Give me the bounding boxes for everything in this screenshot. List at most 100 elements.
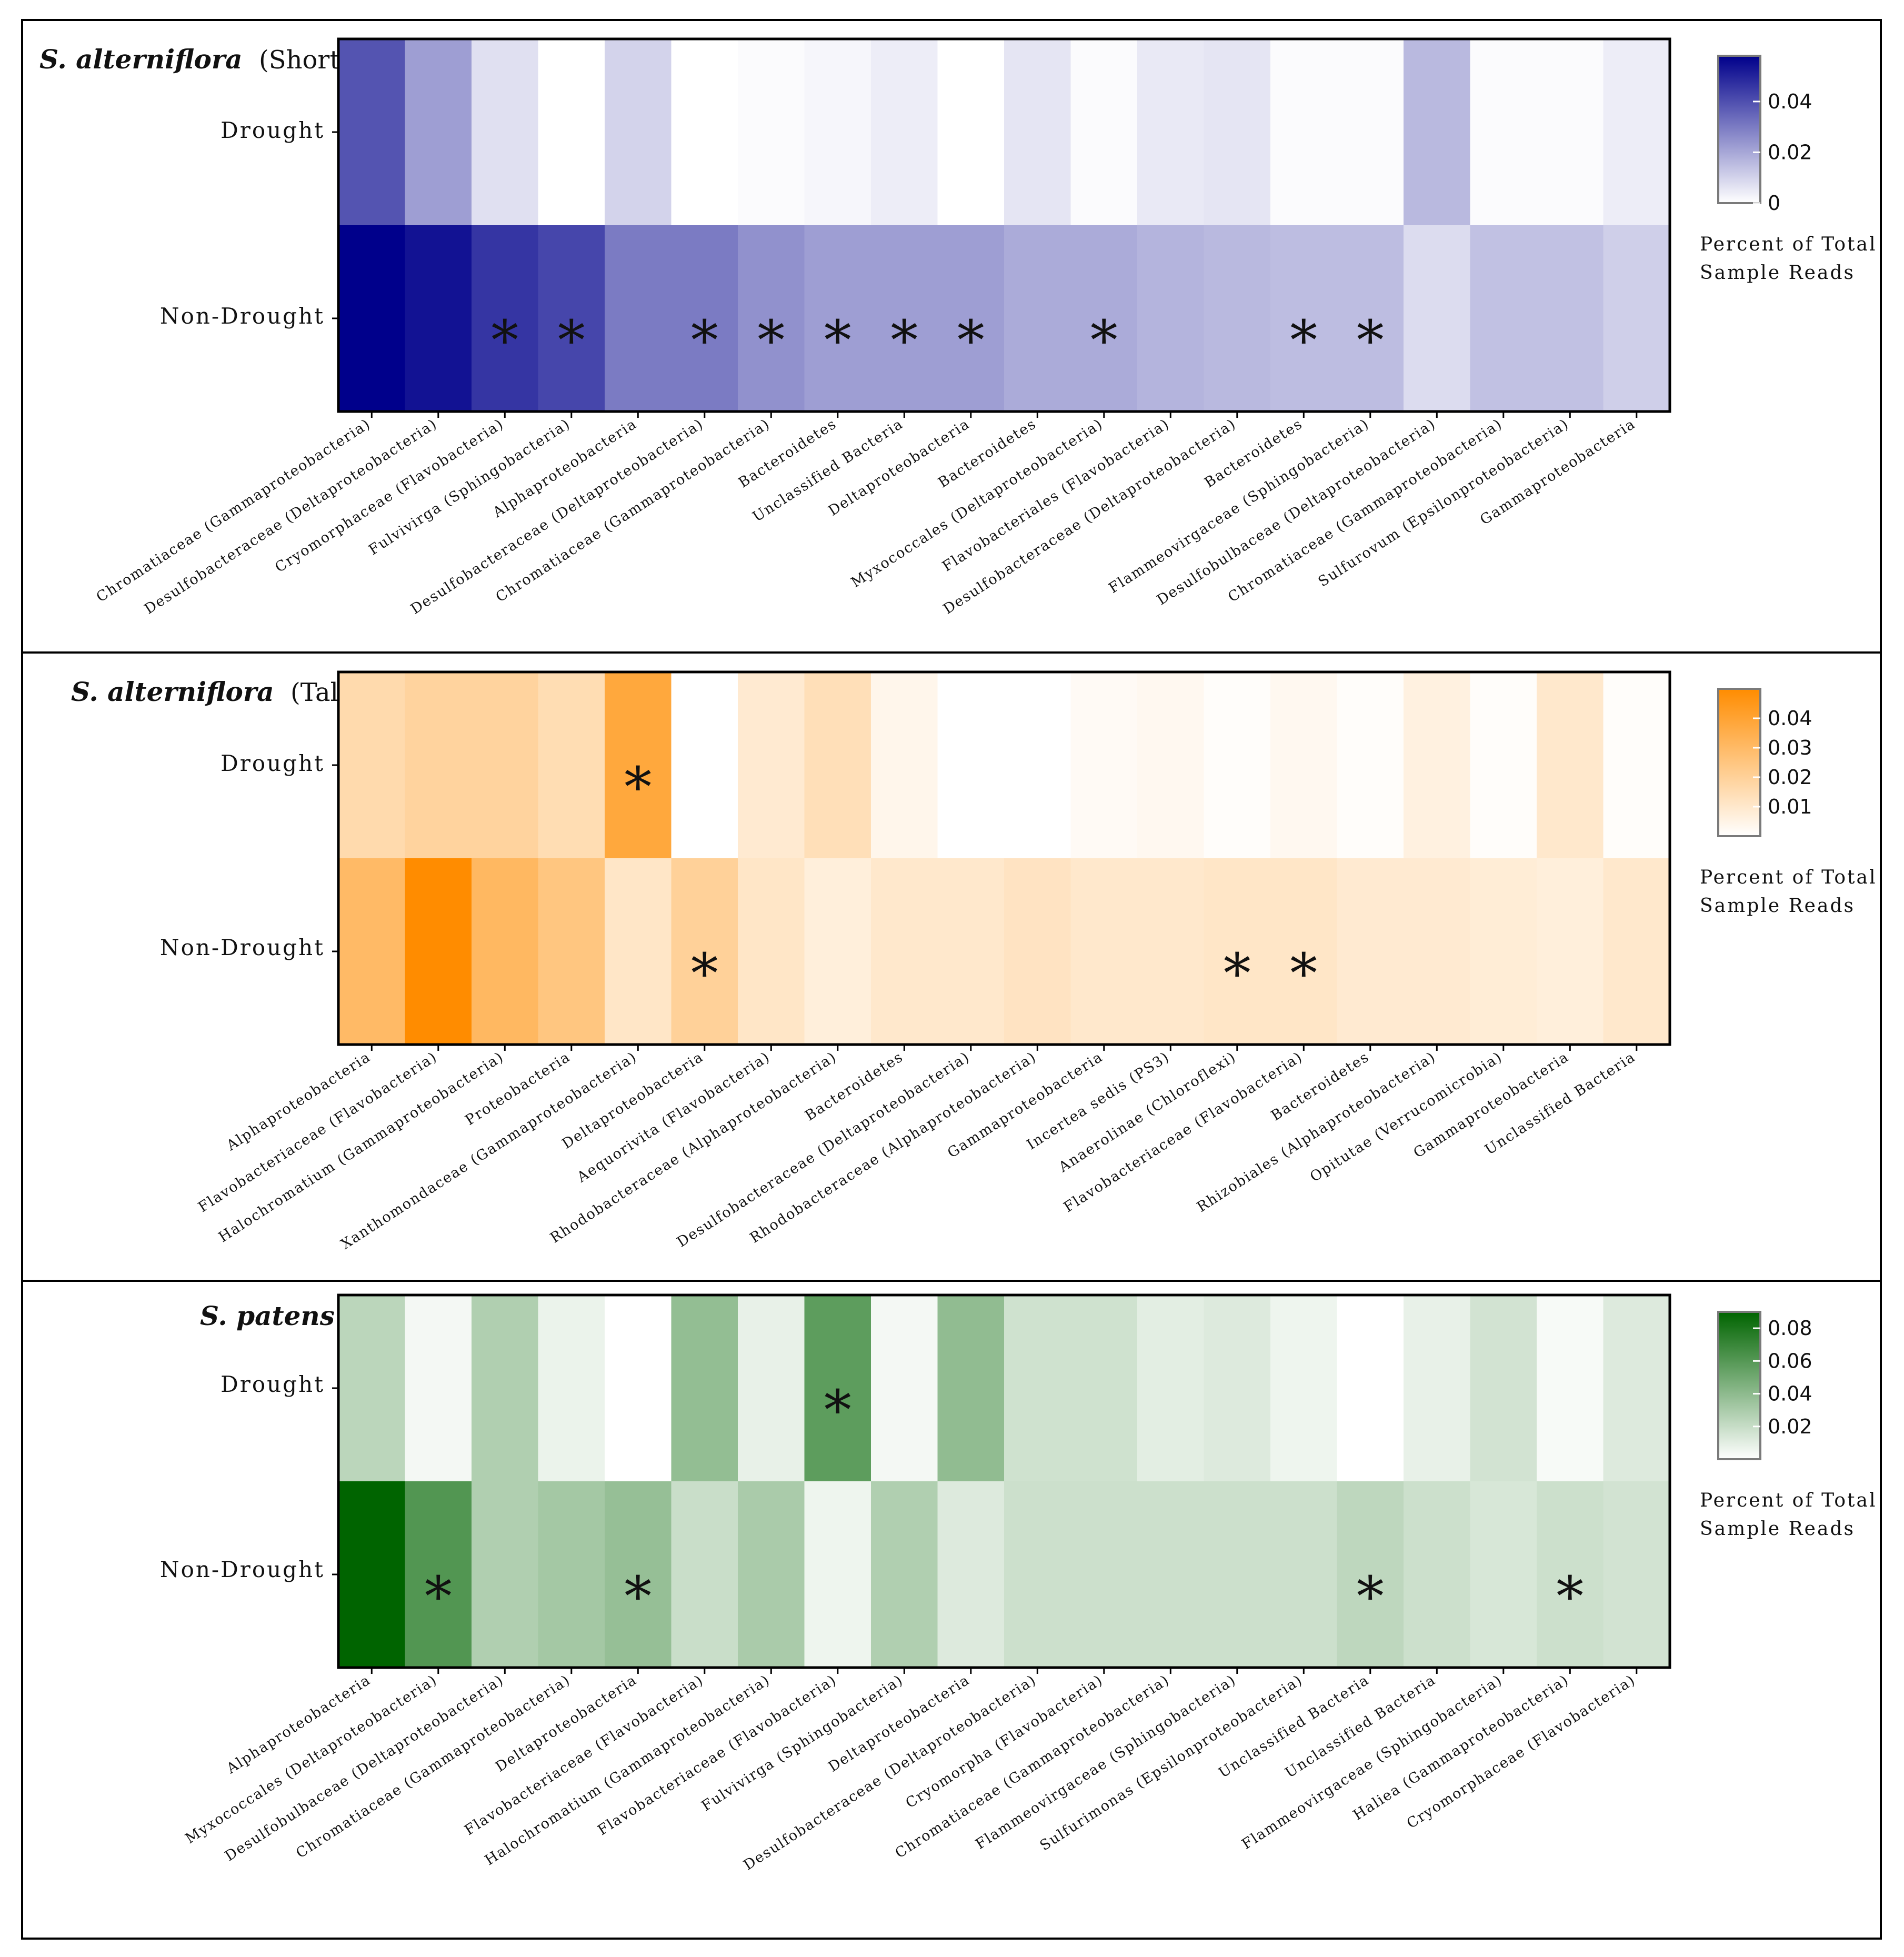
heatmap-cell-drought-11: [1070, 1295, 1138, 1481]
heatmap-cell-non-drought-16: [1404, 1481, 1471, 1668]
row-label-non-drought: Non-Drought: [160, 303, 325, 329]
heatmap-cell-drought-19: [1603, 39, 1670, 225]
heatmap-cell-drought-3: [538, 672, 605, 858]
significance-markers: * * * * *: [425, 1378, 1584, 1629]
significance-asterisk: *: [1290, 308, 1317, 373]
heatmap-cell-drought-16: [1404, 672, 1471, 858]
colorbar: 0 0.02 0.04 Percent of Total Sample Reads: [1700, 55, 1875, 284]
heatmap-cell-non-drought-13: [1204, 1481, 1271, 1668]
panel-title: S. alterniflora (Tall): [71, 676, 356, 707]
heatmap-cell-drought-9: [937, 39, 1005, 225]
heatmap-cell-drought-8: [871, 672, 938, 858]
significance-asterisk: *: [1357, 308, 1384, 373]
heatmap-cell-drought-7: [804, 672, 871, 858]
colorbar-tick-label: 0.08: [1768, 1317, 1812, 1340]
heatmap-cell-drought-3: [538, 1295, 605, 1481]
heatmap-cell-non-drought-7: [804, 858, 871, 1045]
heatmap-cell-non-drought-11: [1070, 225, 1138, 412]
significance-asterisk: *: [691, 308, 718, 373]
heatmap-cell-drought-15: [1337, 672, 1404, 858]
significance-asterisk: *: [624, 1564, 652, 1629]
heatmap-cell-drought-10: [1004, 672, 1071, 858]
colorbar-title: Sample Reads: [1700, 1518, 1855, 1540]
panel-title: S. alterniflora (Short): [39, 44, 349, 75]
heatmap-cell-drought-12: [1137, 672, 1205, 858]
heatmap-cell-non-drought-14: [1270, 225, 1338, 412]
heatmap-cell-non-drought-3: [538, 858, 605, 1045]
heatmap-cell-drought-10: [1004, 1295, 1071, 1481]
heatmap-cell-drought-13: [1204, 672, 1271, 858]
heatmap-cell-non-drought-6: [738, 858, 805, 1045]
heatmap-cell-non-drought-2: [472, 858, 539, 1045]
colorbar-title: Sample Reads: [1700, 895, 1855, 917]
heatmap-cell-non-drought-12: [1137, 1481, 1205, 1668]
heatmap-cell-drought-7: [804, 39, 871, 225]
heatmap-cell-non-drought-16: [1404, 858, 1471, 1045]
heatmap-cell-drought-6: [738, 672, 805, 858]
heatmap-border: [337, 1293, 1671, 1669]
colorbar-tick-label: 0.01: [1768, 795, 1812, 818]
significance-markers: * * * *: [624, 755, 1317, 1006]
heatmap-cell-non-drought-12: [1137, 858, 1205, 1045]
heatmap-cell-drought-15: [1337, 39, 1404, 225]
row-label-drought: Drought: [221, 1371, 325, 1397]
heatmap-cell-drought-5: [671, 1295, 738, 1481]
heatmap-cell-non-drought-0: [338, 1481, 406, 1668]
heatmap-cell-drought-13: [1204, 1295, 1271, 1481]
heatmap-border: [337, 37, 1671, 413]
heatmap-cell-non-drought-4: [605, 1481, 672, 1668]
significance-asterisk: *: [1090, 308, 1118, 373]
heatmap-cell-drought-11: [1070, 39, 1138, 225]
colorbar-tick-label: 0.06: [1768, 1349, 1812, 1372]
colorbar-title: Percent of Total: [1700, 1490, 1877, 1511]
significance-asterisk: *: [624, 755, 652, 819]
heatmap-border: [337, 670, 1671, 1046]
row-label-non-drought: Non-Drought: [160, 1557, 325, 1582]
heatmap-cell-drought-1: [405, 672, 472, 858]
heatmap-cell-drought-1: [405, 39, 472, 225]
heatmap-cell-non-drought-19: [1603, 1481, 1670, 1668]
heatmap-cell-non-drought-16: [1404, 225, 1471, 412]
heatmap-cell-non-drought-8: [871, 225, 938, 412]
heatmap-cell-non-drought-11: [1070, 1481, 1138, 1668]
heatmap-cell-drought-14: [1270, 39, 1338, 225]
heatmap-cell-non-drought-4: [605, 225, 672, 412]
colorbar-tick-label: 0.04: [1768, 90, 1812, 113]
heatmap-cell-drought-17: [1470, 672, 1537, 858]
heatmap-cell-non-drought-15: [1337, 858, 1404, 1045]
row-label-drought: Drought: [221, 117, 325, 143]
heatmap-cell-non-drought-5: [671, 858, 738, 1045]
heatmap-cell-drought-8: [871, 39, 938, 225]
significance-asterisk: *: [890, 308, 918, 373]
significance-asterisk: *: [1357, 1564, 1384, 1629]
heatmap-cell-non-drought-7: [804, 225, 871, 412]
heatmap-cell-non-drought-3: [538, 1481, 605, 1668]
colorbar-title: Sample Reads: [1700, 262, 1855, 284]
heatmap-cell-drought-15: [1337, 1295, 1404, 1481]
heatmap-cell-drought-2: [472, 1295, 539, 1481]
heatmap-cell-drought-0: [338, 1295, 406, 1481]
heatmap-cell-non-drought-5: [671, 1481, 738, 1668]
heatmap-cell-drought-6: [738, 39, 805, 225]
colorbar-gradient: [1717, 688, 1761, 837]
heatmap-cell-drought-10: [1004, 39, 1071, 225]
heatmap-cell-non-drought-15: [1337, 1481, 1404, 1668]
heatmap-cell-drought-19: [1603, 672, 1670, 858]
heatmap-cell-drought-16: [1404, 39, 1471, 225]
heatmap-cell-drought-13: [1204, 39, 1271, 225]
heatmap-cell-non-drought-9: [937, 225, 1005, 412]
heatmap-cells: [338, 1295, 1670, 1668]
significance-asterisk: *: [558, 308, 585, 373]
heatmap-cell-drought-18: [1537, 672, 1604, 858]
heatmap-cell-non-drought-6: [738, 1481, 805, 1668]
heatmap-cell-drought-17: [1470, 1295, 1537, 1481]
significance-asterisk: *: [757, 308, 785, 373]
heatmap-cell-drought-6: [738, 1295, 805, 1481]
heatmap-cell-non-drought-0: [338, 225, 406, 412]
colorbar-tick-label: 0.02: [1768, 1415, 1812, 1438]
significance-asterisk: *: [491, 308, 518, 373]
heatmap-cell-drought-5: [671, 39, 738, 225]
significance-asterisk: *: [1556, 1564, 1584, 1629]
heatmap-cell-drought-5: [671, 672, 738, 858]
